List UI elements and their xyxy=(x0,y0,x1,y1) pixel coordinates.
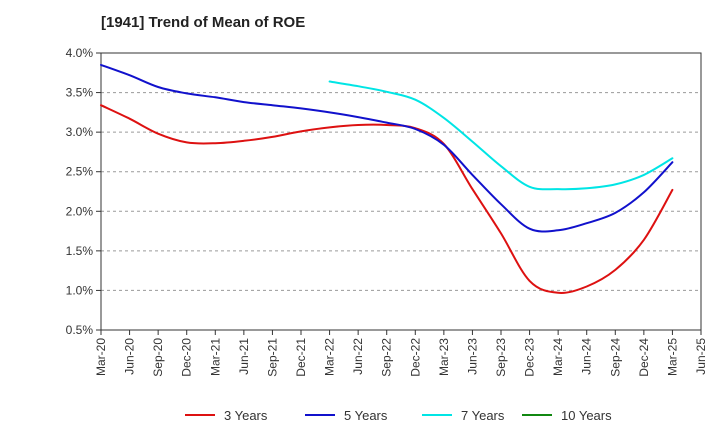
y-tick-label: 3.5% xyxy=(66,86,94,100)
x-tick-label: Jun-21 xyxy=(237,338,251,375)
y-tick-label: 1.0% xyxy=(66,283,94,297)
x-tick-label: Jun-20 xyxy=(123,338,137,375)
series-line-3-years xyxy=(100,104,674,294)
x-tick-label: Mar-22 xyxy=(323,338,337,376)
axes: 0.5% 1.0% 1.5% 2.0% 2.5% 3.0% 3.5% 4.0% Mar-20 Ju… xyxy=(66,46,708,377)
legend-label-10-years: 10 Years xyxy=(561,408,612,423)
series-lines xyxy=(100,63,674,294)
legend-label-5-years: 5 Years xyxy=(344,408,388,423)
x-tick-label: Mar-23 xyxy=(437,338,451,376)
x-tick-label: Jun-24 xyxy=(580,338,594,375)
x-tick-label: Jun-22 xyxy=(351,338,365,375)
legend-label-3-years: 3 Years xyxy=(224,408,268,423)
legend: 3 Years 5 Years 7 Years 10 Years xyxy=(185,408,612,423)
x-tick-label: Mar-25 xyxy=(665,338,679,376)
x-tick-label: Dec-20 xyxy=(180,338,194,377)
y-tick-label: 4.0% xyxy=(66,46,94,60)
x-tick-label: Jun-23 xyxy=(465,338,479,375)
x-tick-label: Mar-24 xyxy=(551,338,565,376)
series-line-7-years xyxy=(328,80,674,191)
x-tick-label: Dec-24 xyxy=(637,338,651,377)
x-tick-label: Sep-22 xyxy=(380,338,394,377)
y-tick-label: 1.5% xyxy=(66,244,94,258)
x-tick-label: Dec-21 xyxy=(294,338,308,377)
legend-label-7-years: 7 Years xyxy=(461,408,505,423)
y-tick-label: 2.0% xyxy=(66,204,94,218)
x-tick-label: Sep-23 xyxy=(494,338,508,377)
plot-frame xyxy=(100,52,702,331)
y-tick-label: 3.0% xyxy=(66,125,94,139)
grid-lines xyxy=(101,92,701,291)
x-tick-label: Jun-25 xyxy=(694,338,708,375)
chart-title: [1941] Trend of Mean of ROE xyxy=(101,14,306,31)
x-tick-label: Dec-22 xyxy=(408,338,422,377)
y-tick-label: 2.5% xyxy=(66,165,94,179)
x-tick-label: Sep-21 xyxy=(265,338,279,377)
series-line-5-years xyxy=(100,63,674,233)
x-tick-label: Sep-20 xyxy=(151,338,165,377)
y-tick-label: 0.5% xyxy=(66,323,94,337)
x-tick-label: Mar-20 xyxy=(94,338,108,376)
x-tick-label: Dec-23 xyxy=(523,338,537,377)
x-tick-label: Mar-21 xyxy=(208,338,222,376)
x-tick-label: Sep-24 xyxy=(608,338,622,377)
